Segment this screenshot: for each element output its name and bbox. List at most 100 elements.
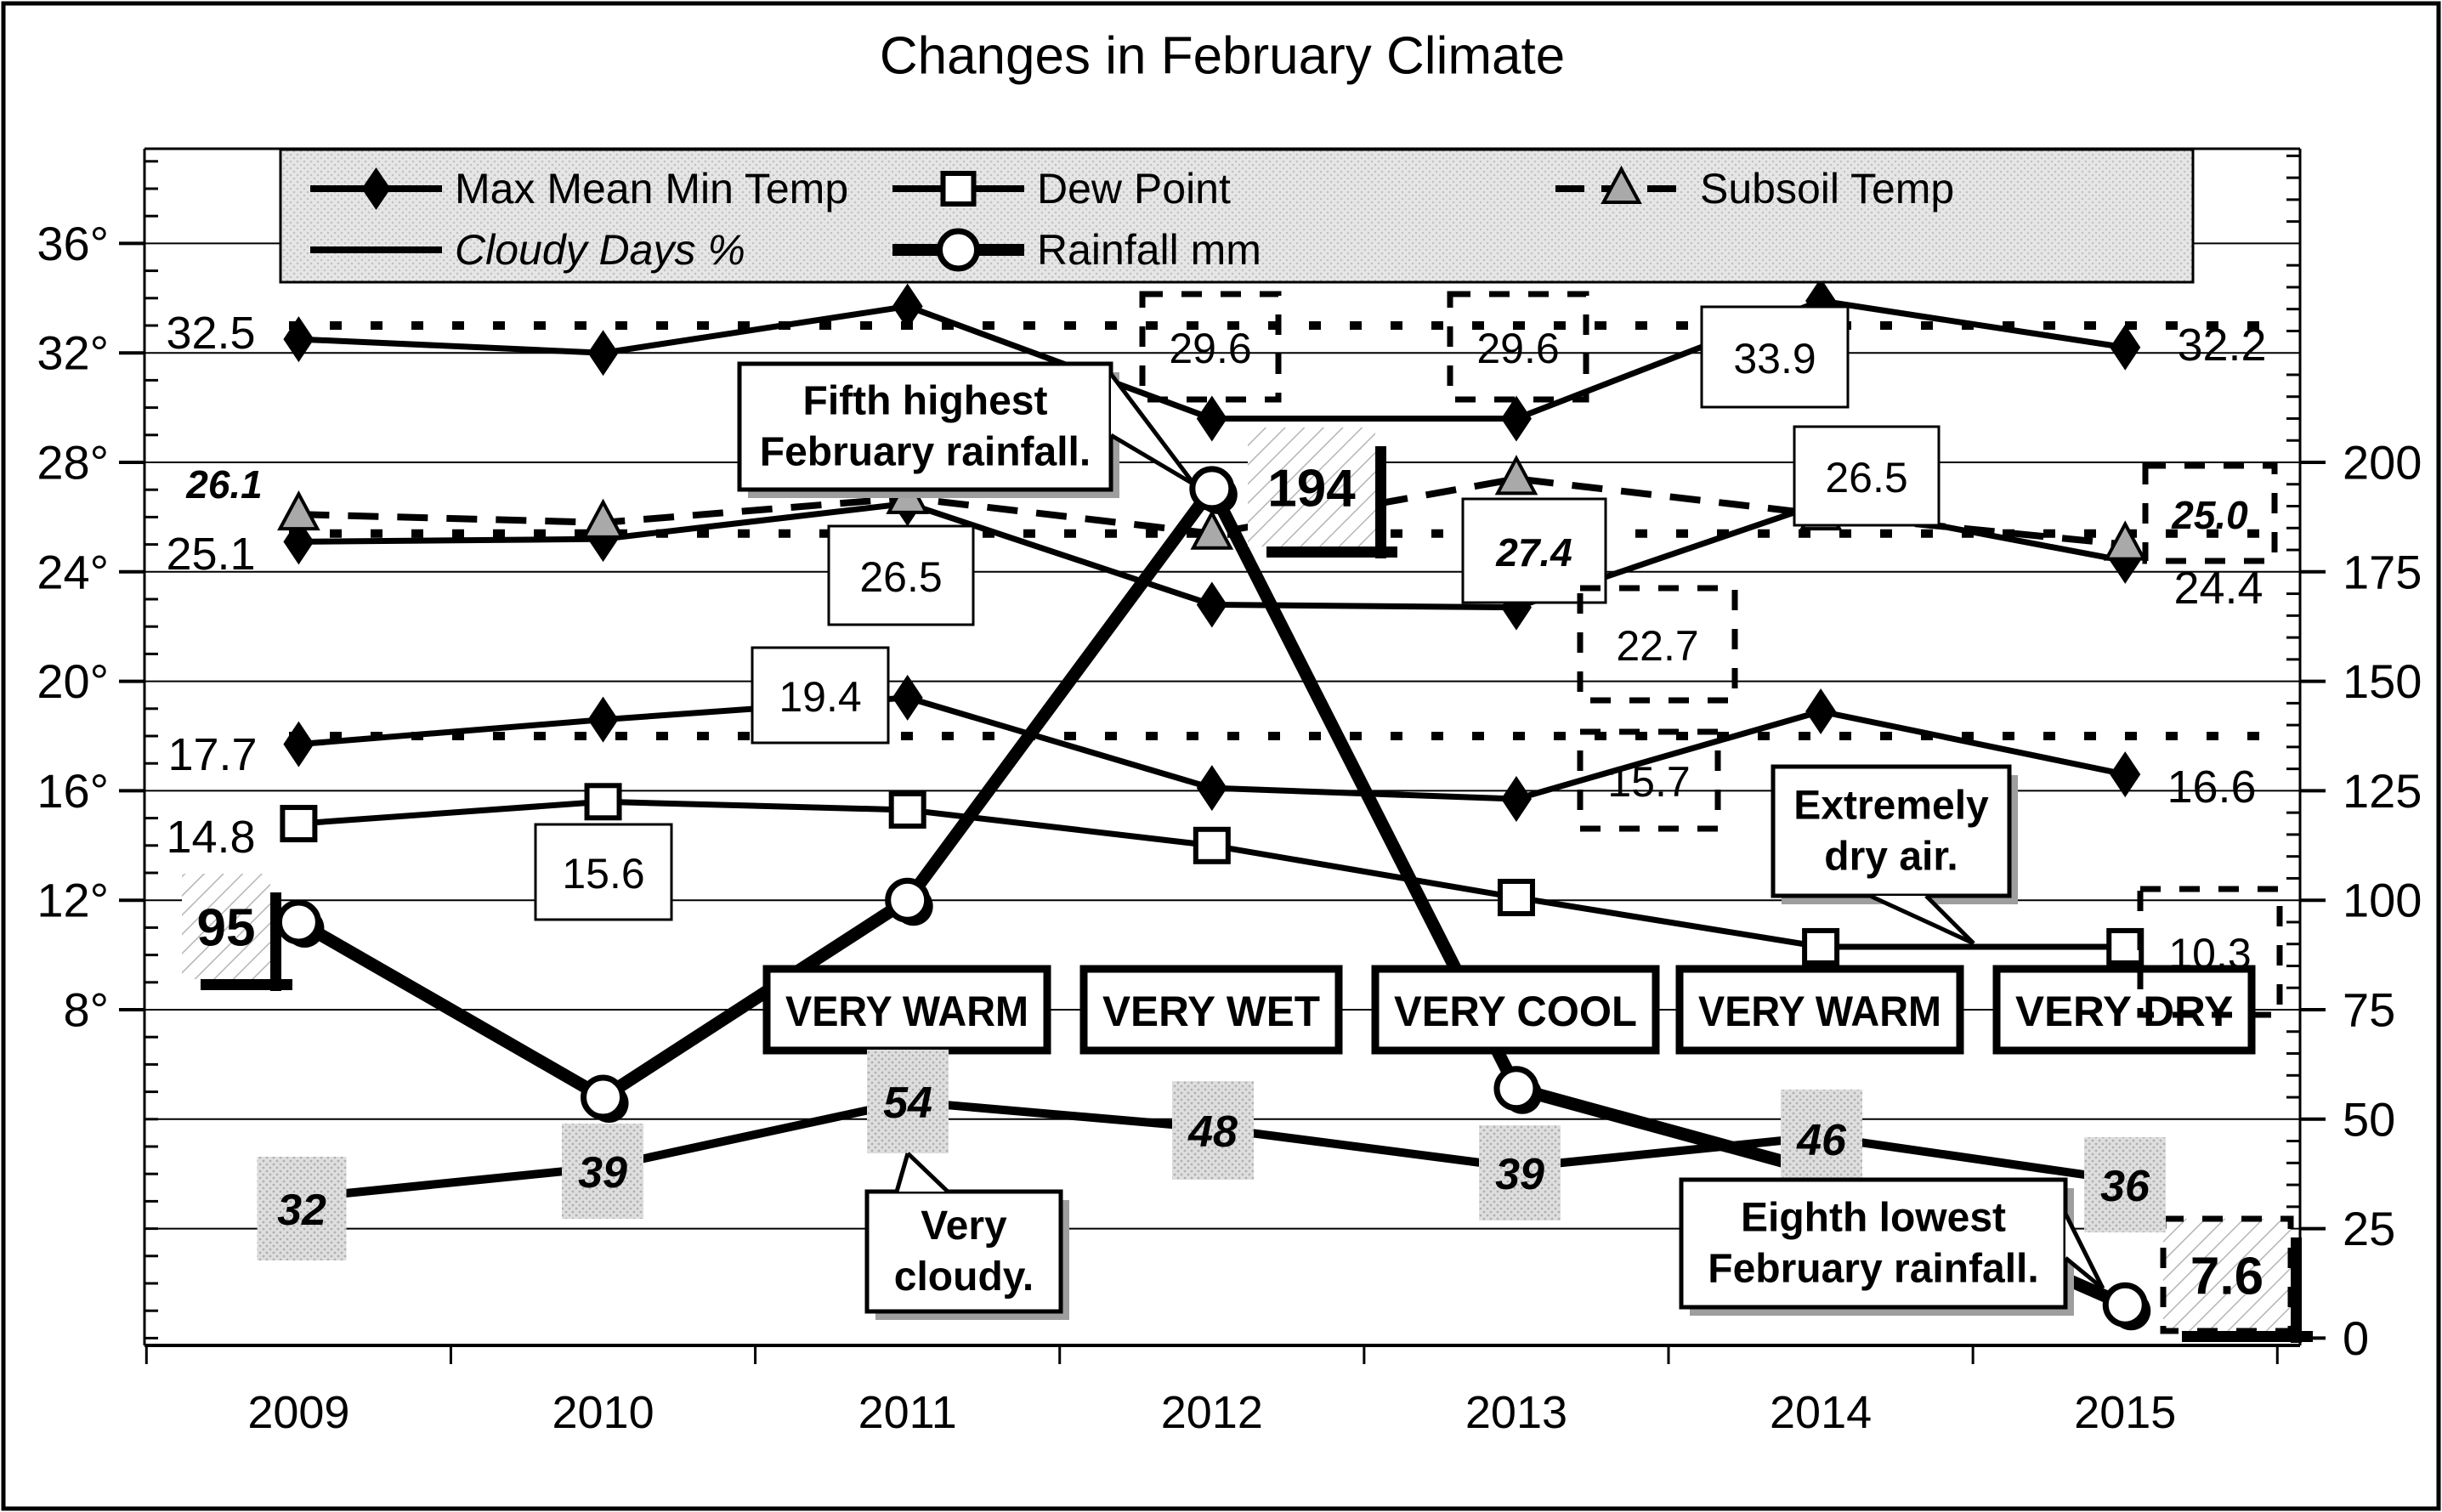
legend: Max Mean Min Temp Dew Point Subsoil Temp Cl… bbox=[279, 148, 2195, 284]
point-label-26-1: 26.1 bbox=[185, 462, 263, 507]
dew-point-marker bbox=[888, 790, 926, 829]
x-axis-year-label: 2013 bbox=[1465, 1387, 1567, 1438]
subsoil-temp-marker bbox=[1494, 455, 1538, 496]
point-label-32: 32 bbox=[257, 1157, 347, 1260]
label-box bbox=[2163, 1219, 2291, 1331]
state-label-very-warm-2014: VERY WARM bbox=[1675, 965, 1964, 1055]
state-text: VERY DRY bbox=[2015, 988, 2233, 1035]
label-text: 27.4 bbox=[1495, 530, 1572, 575]
callout-pointer-edge bbox=[2063, 1212, 2105, 1290]
state-label-very-wet-2012: VERY WET bbox=[1079, 965, 1343, 1055]
x-axis-year-label: 2009 bbox=[247, 1387, 349, 1438]
label-text: 22.7 bbox=[1616, 622, 1698, 670]
rainfall-mm-marker bbox=[2102, 1282, 2148, 1328]
label-text: 15.6 bbox=[562, 850, 644, 898]
left-axis-label: 36° bbox=[37, 217, 109, 270]
right-axis-label: 150 bbox=[2343, 654, 2422, 708]
min-temp-marker bbox=[1196, 765, 1227, 812]
callout-text-line: cloudy. bbox=[894, 1254, 1034, 1300]
state-label-very-warm-2011: VERY WARM bbox=[762, 965, 1051, 1055]
subsoil-temp-marker bbox=[277, 490, 320, 531]
callout-pointer-edge bbox=[906, 1152, 949, 1193]
axis-labels: 36° 32° 28° 24° 20° 16° 12° 8° 200 175 150 125 100 75… bbox=[37, 217, 2422, 1438]
legend-diamond-icon bbox=[361, 167, 391, 210]
right-axis-label: 0 bbox=[2343, 1311, 2369, 1365]
callouts: Fifth highest February rainfall. Very cloud… bbox=[737, 361, 2105, 1320]
label-text: 16.6 bbox=[2167, 762, 2256, 813]
max-temp-marker bbox=[1196, 395, 1227, 442]
point-label-29-6: 29.6 bbox=[1139, 291, 1282, 403]
rainfall-mm-marker bbox=[1493, 1066, 1539, 1112]
label-text: 26.1 bbox=[185, 462, 263, 507]
min-temp-marker bbox=[1805, 688, 1837, 735]
state-text: VERY WET bbox=[1102, 988, 1320, 1035]
label-box bbox=[1781, 1090, 1862, 1188]
min-temp-marker bbox=[892, 674, 923, 721]
callout-box bbox=[864, 1189, 1063, 1314]
point-label-25-1: 25.1 bbox=[166, 529, 255, 580]
state-label-very-cool-2013: VERY COOL bbox=[1371, 965, 1660, 1055]
label-box bbox=[1479, 1125, 1561, 1220]
point-label-25-0: 25.0 bbox=[2142, 462, 2278, 564]
legend-triangle-icon bbox=[1601, 165, 1642, 204]
label-text: 39 bbox=[1495, 1150, 1544, 1199]
callout-text-line: Extremely bbox=[1793, 784, 1989, 829]
label-text: 39 bbox=[578, 1148, 627, 1198]
point-label-39: 39 bbox=[562, 1124, 643, 1219]
state-box bbox=[1992, 965, 2256, 1055]
label-text: 48 bbox=[1187, 1107, 1238, 1157]
subsoil-temp-marker bbox=[581, 498, 625, 539]
state-text: VERY WARM bbox=[785, 988, 1028, 1035]
left-axis-label: 8° bbox=[63, 983, 109, 1037]
point-label-54: 54 bbox=[867, 1050, 949, 1153]
label-text: 32.2 bbox=[2177, 320, 2266, 371]
label-dashed-box bbox=[2142, 462, 2278, 564]
label-text: 26.5 bbox=[1825, 454, 1907, 501]
legend-item-subsoil-temp: Subsoil Temp bbox=[1555, 165, 1954, 212]
point-label-10-3: 10.3 bbox=[2137, 886, 2283, 1018]
max-temp-marker bbox=[2110, 324, 2141, 371]
callout-pointer-edge bbox=[1109, 433, 1196, 487]
rainfall-mm-marker bbox=[1189, 466, 1235, 512]
legend-box bbox=[279, 148, 2195, 284]
state-box bbox=[1079, 965, 1343, 1055]
label-shadow bbox=[1375, 446, 1386, 558]
point-label-7-6: 7.6 bbox=[2160, 1215, 2313, 1343]
point-label-26-5: 26.5 bbox=[827, 524, 975, 626]
legend-item-cloudy-days-: Cloudy Days % bbox=[310, 226, 745, 274]
right-axis-label: 75 bbox=[2343, 983, 2395, 1037]
x-axis-year-label: 2010 bbox=[552, 1387, 654, 1438]
label-text: 15.7 bbox=[1607, 758, 1690, 806]
legend-circle-icon bbox=[937, 228, 980, 272]
left-axis-label: 28° bbox=[37, 436, 109, 490]
legend-item-rainfall-mm: Rainfall mm bbox=[892, 226, 1261, 274]
label-text: 17.7 bbox=[167, 729, 257, 780]
callout-eighth-lowest-february-rainfall-: Eighth lowest February rainfall. bbox=[1679, 1177, 2105, 1316]
callout-text-line: Eighth lowest bbox=[1741, 1196, 2006, 1241]
label-text: 33.9 bbox=[1733, 335, 1816, 382]
label-text: 32 bbox=[277, 1186, 326, 1235]
rainfall-mm-marker bbox=[581, 1074, 626, 1120]
legend-item-label: Max Mean Min Temp bbox=[455, 165, 848, 212]
dew-point-marker bbox=[280, 805, 318, 843]
point-label-29-6: 29.6 bbox=[1447, 291, 1589, 403]
label-text: 19.4 bbox=[779, 673, 861, 721]
label-shadow bbox=[1266, 546, 1397, 558]
callout-pointer-edge bbox=[1109, 372, 1196, 486]
state-text: VERY COOL bbox=[1394, 988, 1637, 1035]
min-temp-marker bbox=[1500, 776, 1532, 823]
right-axis-label: 100 bbox=[2343, 874, 2422, 927]
rainfall-mm-marker bbox=[885, 877, 931, 923]
left-axis-label: 32° bbox=[37, 326, 109, 380]
callout-pointer-edge bbox=[894, 1152, 910, 1192]
state-label-very-dry-2015: VERY DRY bbox=[1992, 965, 2256, 1055]
right-axis-label: 50 bbox=[2343, 1092, 2395, 1146]
legend-item-dew-point: Dew Point bbox=[892, 165, 1231, 212]
label-box bbox=[257, 1157, 347, 1260]
max-temp-marker bbox=[892, 283, 923, 330]
x-axis-year-label: 2015 bbox=[2074, 1387, 2176, 1438]
dew-point-marker bbox=[2106, 927, 2145, 966]
point-label-15-7: 15.7 bbox=[1577, 728, 1721, 832]
label-shadow bbox=[201, 979, 292, 990]
